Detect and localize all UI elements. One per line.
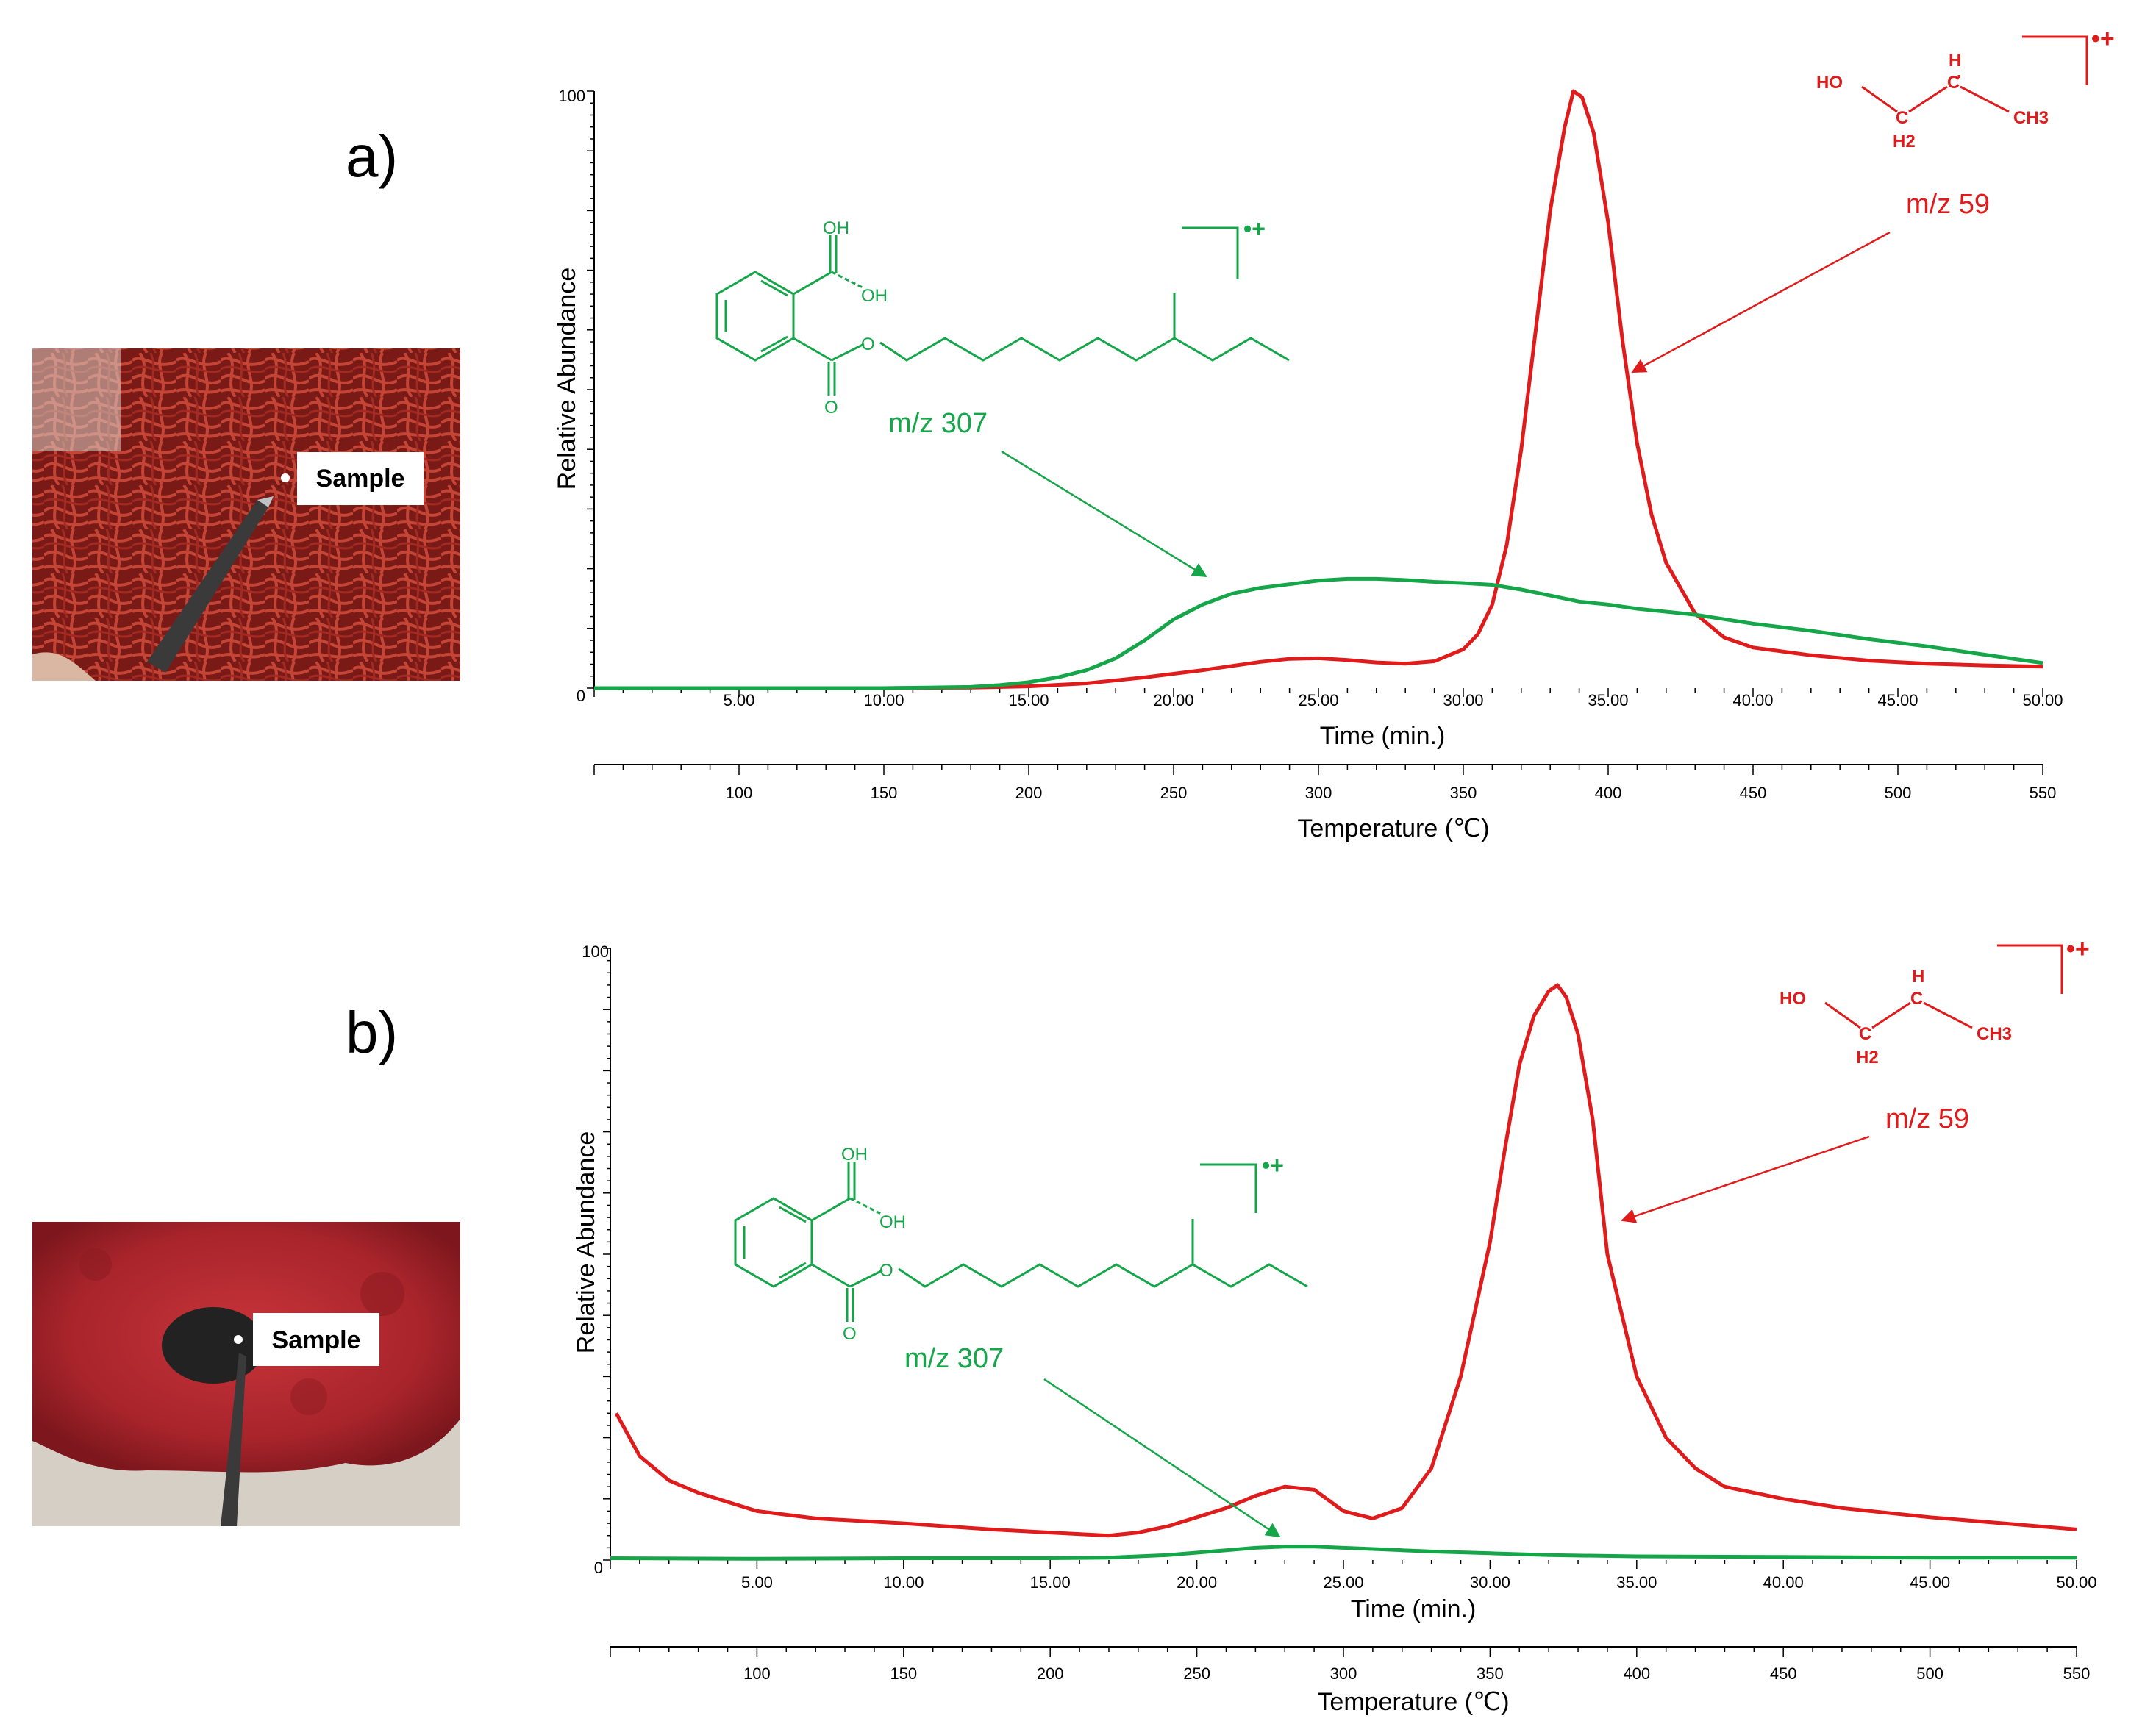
arrow-mz59-b <box>1621 1135 1870 1223</box>
photo-b: Sample <box>32 1222 460 1526</box>
svg-text:H: H <box>1949 51 1961 71</box>
x2-tick-label: 100 <box>726 784 753 802</box>
svg-text:C: C <box>1896 108 1908 128</box>
x-tick-label: 15.00 <box>1030 1573 1071 1592</box>
x-axis-title-a: Time (min.) <box>1320 722 1446 750</box>
svg-text:O: O <box>879 1261 893 1281</box>
x2-tick-label: 200 <box>1015 784 1043 802</box>
annotation-mz59-a: m/z 59 <box>1906 189 1990 220</box>
x-tick-label: 5.00 <box>741 1573 773 1592</box>
panel-label-a: a) <box>346 124 398 189</box>
svg-text:O: O <box>824 398 838 418</box>
x-tick-label: 25.00 <box>1323 1573 1363 1592</box>
x-tick-label: 25.00 <box>1298 691 1338 709</box>
x-tick-label: 40.00 <box>1763 1573 1804 1592</box>
photo-a: Sample <box>32 348 460 681</box>
svg-text:•+: •+ <box>1262 1152 1284 1178</box>
y-axis-title-b: Relative Abundance <box>572 1131 600 1353</box>
svg-text:OH: OH <box>879 1212 906 1232</box>
svg-text:C: C <box>1910 989 1923 1009</box>
svg-text:•+: •+ <box>1243 215 1266 242</box>
y-tick-label-0-a: 0 <box>577 687 585 705</box>
x-axis-title-b: Time (min.) <box>1351 1595 1477 1623</box>
x2-tick-label: 150 <box>871 784 898 802</box>
annotation-mz59-b: m/z 59 <box>1885 1103 1969 1134</box>
svg-text:H: H <box>1912 967 1924 987</box>
x2-tick-label: 500 <box>1885 784 1912 802</box>
molecule-green-b: OH OH O O •+ <box>734 1145 1308 1344</box>
x-tick-label: 5.00 <box>724 691 755 709</box>
sample-label-b: Sample <box>272 1326 361 1354</box>
arrow-mz307-b <box>1043 1378 1281 1538</box>
series-line-mz59-b <box>614 983 2077 1538</box>
x-tick-label: 35.00 <box>1588 691 1628 709</box>
svg-text:HO: HO <box>1780 989 1806 1009</box>
x2-axis-title-a: Temperature (℃) <box>1297 815 1489 843</box>
series-line-mz59-a <box>594 89 2043 690</box>
x-tick-label: 45.00 <box>1877 691 1918 709</box>
y-tick-label-100-a: 100 <box>558 87 585 105</box>
svg-text:OH: OH <box>841 1145 868 1165</box>
svg-text:•+: •+ <box>2091 25 2115 53</box>
series-line-mz307-b <box>610 1545 2077 1561</box>
x2-tick-label: 500 <box>1916 1664 1943 1683</box>
arrow-mz307-a <box>1001 450 1207 578</box>
x2-tick-label: 100 <box>743 1664 771 1683</box>
x-tick-label: 10.00 <box>863 691 904 709</box>
svg-text:C: C <box>1859 1024 1871 1044</box>
svg-text:O: O <box>843 1324 857 1344</box>
x-tick-label: 30.00 <box>1470 1573 1510 1592</box>
svg-text:HO: HO <box>1816 73 1843 93</box>
annotation-mz307-a: m/z 307 <box>888 408 988 439</box>
x2-tick-label: 300 <box>1305 784 1332 802</box>
x2-tick-label: 350 <box>1477 1664 1504 1683</box>
x2-tick-label: 250 <box>1160 784 1188 802</box>
x2-tick-label: 400 <box>1623 1664 1650 1683</box>
svg-text:O: O <box>861 335 875 354</box>
svg-text:OH: OH <box>823 218 849 238</box>
svg-text:H2: H2 <box>1856 1048 1879 1067</box>
x-tick-label: 20.00 <box>1153 691 1193 709</box>
x-tick-label: 30.00 <box>1443 691 1483 709</box>
y-tick-label-100-b: 100 <box>582 942 609 961</box>
chart-a: 0 100 Relative Abundance Time (min.) Tem… <box>553 87 2063 843</box>
x-tick-label: 45.00 <box>1910 1573 1950 1592</box>
y-tick-label-0-b: 0 <box>594 1559 603 1577</box>
x2-tick-label: 550 <box>2030 784 2057 802</box>
sample-label-a: Sample <box>316 465 405 493</box>
arrow-mz59-a <box>1631 231 1891 373</box>
svg-text:C: C <box>1947 73 1960 93</box>
series-line-mz307-a <box>594 576 2043 690</box>
x2-tick-label: 250 <box>1183 1664 1210 1683</box>
x-tick-label: 40.00 <box>1732 691 1773 709</box>
x2-tick-label: 300 <box>1330 1664 1357 1683</box>
x-tick-label: 10.00 <box>883 1573 924 1592</box>
svg-text:OH: OH <box>861 286 888 306</box>
x2-tick-label: 400 <box>1595 784 1622 802</box>
x2-tick-label: 150 <box>890 1664 917 1683</box>
x-tick-label: 20.00 <box>1177 1573 1217 1592</box>
molecule-green-a: OH OH O O •+ <box>715 215 1290 418</box>
svg-text:CH3: CH3 <box>2013 108 2049 128</box>
x2-tick-label: 350 <box>1450 784 1477 802</box>
x2-tick-label: 200 <box>1037 1664 1064 1683</box>
x2-tick-label: 450 <box>1770 1664 1797 1683</box>
svg-text:H2: H2 <box>1893 132 1916 151</box>
x-tick-label: 35.00 <box>1616 1573 1657 1592</box>
x2-tick-label: 550 <box>2063 1664 2091 1683</box>
annotation-mz307-b: m/z 307 <box>904 1343 1004 1374</box>
panel-label-b: b) <box>346 1000 398 1065</box>
molecule-red-a: HO C H2 H C CH3 •+ <box>1816 25 2115 151</box>
svg-text:•+: •+ <box>2066 935 2090 963</box>
y-axis-title-a: Relative Abundance <box>553 268 581 490</box>
x-tick-label: 15.00 <box>1008 691 1049 709</box>
x-tick-label: 50.00 <box>2056 1573 2096 1592</box>
molecule-red-b: HO C H2 H C CH3 •+ <box>1780 935 2090 1067</box>
x-tick-label: 50.00 <box>2022 691 2063 709</box>
x2-tick-label: 450 <box>1740 784 1767 802</box>
chart-b: 0 100 Relative Abundance Time (min.) Tem… <box>572 942 2097 1716</box>
x2-axis-title-b: Temperature (℃) <box>1317 1688 1509 1716</box>
svg-text:CH3: CH3 <box>1977 1024 2012 1044</box>
